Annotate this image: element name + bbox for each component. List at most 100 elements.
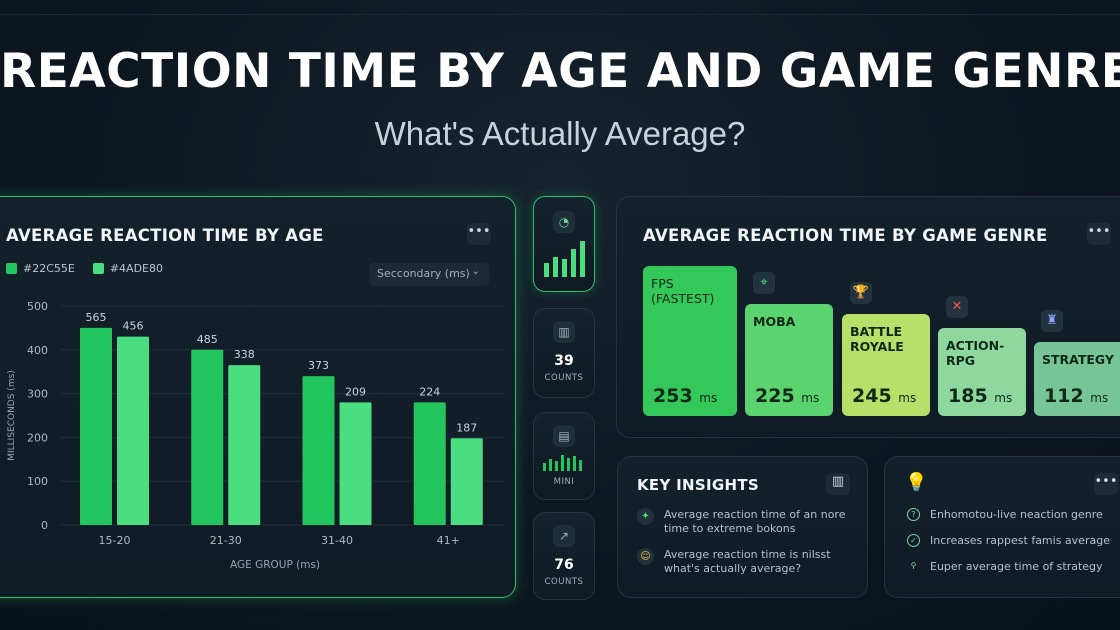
top-divider bbox=[0, 14, 1120, 15]
insight-item: ☺ Average reaction time is nilsst what's… bbox=[637, 548, 857, 576]
genre-card-battle-royale[interactable]: BATTLE ROYALE 245 ms bbox=[842, 314, 930, 416]
legend-label: #4ADE80 bbox=[109, 262, 164, 275]
mini-trend-value: 76 bbox=[554, 557, 574, 573]
age-bar-chart: 0 100 200 300 400 500 MILLISECONDS (ms) 565 456 1… bbox=[7, 300, 505, 571]
genre-name: BATTLE ROYALE bbox=[850, 324, 904, 354]
bar-chart-icon: ▥ bbox=[553, 321, 575, 343]
chevron-down-icon: ⌄ bbox=[471, 266, 480, 277]
tip-item: ✓ Increases rappest famis average bbox=[907, 534, 1110, 547]
legend-swatch bbox=[6, 263, 17, 274]
genre-value: 185 ms bbox=[948, 385, 1013, 407]
insights-title: KEY INSIGHTS bbox=[637, 476, 759, 494]
y-tick-label: 300 bbox=[27, 388, 48, 401]
tip-text: Enhomotou-live neaction genre bbox=[930, 508, 1103, 521]
castle-icon: ♜ bbox=[1041, 310, 1063, 332]
ellipsis-icon: ••• bbox=[1094, 474, 1118, 489]
tip-item: ⚲ Euper average time of strategy bbox=[907, 560, 1103, 573]
insights-chart-button[interactable]: ▥ bbox=[826, 473, 850, 495]
smile-icon: ☺ bbox=[637, 548, 654, 565]
x-axis-label: AGE GROUP (ms) bbox=[230, 559, 320, 571]
mini-widget-gauge[interactable]: ◔ bbox=[533, 196, 595, 292]
crossed-swords-icon: ✕ bbox=[946, 296, 968, 318]
y-tick-label: 100 bbox=[27, 475, 48, 488]
chart-bar bbox=[117, 336, 149, 525]
bar-value-label: 224 bbox=[419, 385, 440, 398]
genre-panel-title: AVERAGE REACTION TIME BY GAME GENRE bbox=[643, 226, 1048, 245]
check-circle-icon: ✓ bbox=[907, 534, 920, 547]
dropdown-value: Seccondary (ms) bbox=[377, 267, 470, 280]
mini-sparkbars bbox=[543, 455, 582, 471]
bar-value-label: 456 bbox=[123, 320, 144, 333]
trend-up-icon: ↗ bbox=[553, 525, 575, 547]
chart-bar bbox=[450, 438, 483, 525]
lightning-icon: ✦ bbox=[637, 508, 654, 525]
bar-value-label: 187 bbox=[456, 421, 477, 434]
bar-chart-icon: ▥ bbox=[831, 474, 845, 489]
genre-value: 112 ms bbox=[1044, 385, 1109, 407]
lightbulb-icon: 💡 bbox=[905, 472, 928, 493]
tip-text: Increases rappest famis average bbox=[930, 534, 1110, 547]
insight-text: Average reaction time is nilsst what's a… bbox=[664, 548, 831, 575]
mini-count-value: 39 bbox=[554, 353, 574, 369]
genre-value: 225 ms bbox=[755, 385, 820, 407]
age-panel-title: AVERAGE REACTION TIME BY AGE bbox=[6, 226, 324, 245]
bar-value-label: 373 bbox=[308, 359, 329, 372]
legend-item[interactable]: #4ADE80 bbox=[92, 262, 164, 275]
x-tick-label: 41+ bbox=[437, 534, 460, 547]
bar-value-label: 565 bbox=[86, 311, 107, 324]
genre-card-action-rpg[interactable]: ACTION-RPG 185 ms bbox=[938, 328, 1026, 416]
chart-bar bbox=[413, 402, 446, 525]
crosshair-icon: ⌖ bbox=[753, 272, 775, 294]
x-tick-label: 21-30 bbox=[210, 534, 242, 547]
bar-value-label: 485 bbox=[197, 333, 218, 346]
mini-widget-trend[interactable]: ↗ 76 COUNTS bbox=[533, 512, 595, 600]
mini-label: MINI bbox=[553, 477, 575, 487]
genre-card-moba[interactable]: MOBA 225 ms bbox=[745, 304, 833, 416]
mini-widget-mini[interactable]: ▤ MINI bbox=[533, 412, 595, 500]
mini-trend-label: COUNTS bbox=[544, 577, 584, 587]
bar-value-label: 209 bbox=[345, 385, 366, 398]
chart-bar bbox=[228, 365, 261, 525]
ellipsis-icon: ••• bbox=[467, 224, 491, 239]
y-tick-label: 500 bbox=[27, 300, 48, 313]
genre-card-strategy[interactable]: STRATEGY 112 ms bbox=[1034, 342, 1120, 416]
genre-value: 253 ms bbox=[653, 385, 718, 407]
genre-value: 245 ms bbox=[852, 385, 917, 407]
x-tick-label: 31-40 bbox=[321, 534, 353, 547]
genre-name: FPS (FASTEST) bbox=[651, 276, 715, 306]
trophy-icon: 🏆 bbox=[850, 282, 872, 304]
mini-bars-chart bbox=[544, 241, 585, 277]
bar-value-label: 338 bbox=[234, 348, 255, 361]
genre-card-fps[interactable]: FPS (FASTEST) 253 ms bbox=[643, 266, 737, 416]
genre-name: ACTION-RPG bbox=[946, 338, 1005, 368]
insight-item: ✦ Average reaction time of an nore time … bbox=[637, 508, 857, 536]
chart-bar bbox=[191, 349, 224, 525]
mini-count-label: COUNTS bbox=[544, 373, 584, 383]
series-dropdown[interactable]: Seccondary (ms) ⌄ bbox=[369, 263, 489, 286]
legend-item[interactable]: #22C55E bbox=[6, 262, 75, 275]
genre-name: STRATEGY bbox=[1042, 352, 1114, 367]
ellipsis-icon: ••• bbox=[1087, 224, 1111, 239]
insight-text: Average reaction time of an nore time to… bbox=[664, 508, 846, 535]
page-subtitle: What's Actually Average? bbox=[374, 115, 746, 152]
chart-legend: #22C55E #4ADE80 bbox=[6, 262, 163, 275]
genre-panel-menu-button[interactable]: ••• bbox=[1087, 223, 1111, 245]
chart-bar bbox=[339, 402, 372, 525]
tips-menu-button[interactable]: ••• bbox=[1094, 473, 1118, 495]
age-panel-menu-button[interactable]: ••• bbox=[467, 223, 491, 245]
mini-widget-counts[interactable]: ▥ 39 COUNTS bbox=[533, 308, 595, 398]
pin-icon: ⚲ bbox=[910, 561, 917, 570]
chart-bar bbox=[80, 327, 112, 525]
column-chart-icon: ▤ bbox=[553, 425, 575, 447]
y-tick-label: 400 bbox=[27, 344, 48, 357]
y-tick-label: 0 bbox=[41, 519, 48, 532]
page-title: REACTION TIME BY AGE AND GAME GENRE bbox=[0, 44, 1120, 99]
x-tick-label: 15-20 bbox=[99, 534, 131, 547]
tip-item: ? Enhomotou-live neaction genre bbox=[907, 508, 1103, 521]
legend-swatch bbox=[92, 263, 104, 274]
gauge-icon: ◔ bbox=[553, 211, 575, 233]
tips-panel bbox=[884, 456, 1120, 598]
y-tick-label: 200 bbox=[27, 431, 48, 444]
legend-label: #22C55E bbox=[23, 262, 75, 275]
tip-text: Euper average time of strategy bbox=[930, 560, 1103, 573]
